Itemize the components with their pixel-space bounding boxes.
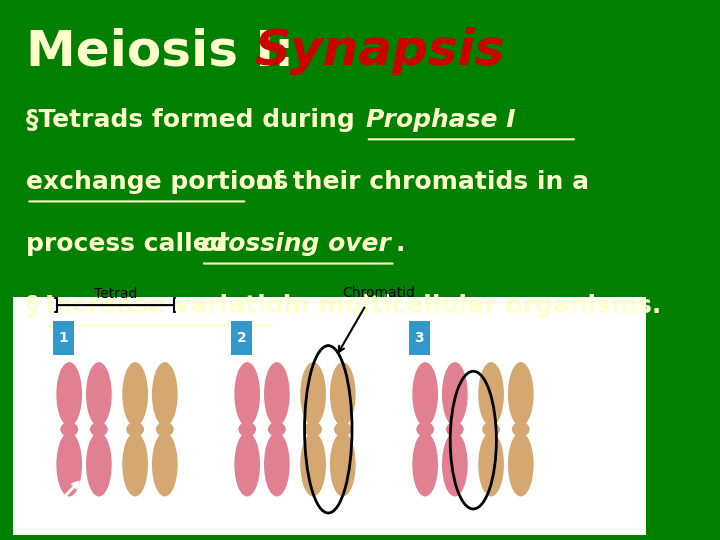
Text: of their chromatids in a: of their chromatids in a [247,170,589,194]
Ellipse shape [86,433,112,496]
Text: Prophase I: Prophase I [366,108,516,132]
Text: .: . [395,232,405,256]
Text: Increase variation: Increase variation [45,294,301,318]
FancyBboxPatch shape [409,321,430,355]
Text: exchange portions: exchange portions [27,170,289,194]
Ellipse shape [330,433,356,496]
Ellipse shape [234,362,260,426]
Ellipse shape [446,422,464,436]
Ellipse shape [305,422,322,436]
Ellipse shape [122,362,148,426]
FancyBboxPatch shape [230,321,252,355]
Ellipse shape [56,362,82,426]
Ellipse shape [234,433,260,496]
Ellipse shape [122,433,148,496]
Ellipse shape [264,362,289,426]
Ellipse shape [478,362,504,426]
Ellipse shape [56,433,82,496]
Ellipse shape [512,422,530,436]
Ellipse shape [152,362,178,426]
Ellipse shape [413,362,438,426]
Ellipse shape [478,433,504,496]
Text: crossing over: crossing over [201,232,391,256]
Text: Synapsis: Synapsis [253,27,504,75]
FancyBboxPatch shape [53,321,74,355]
Text: §Tetrads formed during: §Tetrads formed during [27,108,364,132]
Text: Allele: Allele [45,504,93,519]
Ellipse shape [152,433,178,496]
Ellipse shape [90,422,108,436]
Text: Tetrad: Tetrad [94,287,137,301]
Ellipse shape [413,433,438,496]
Ellipse shape [508,362,534,426]
Ellipse shape [60,422,78,436]
Ellipse shape [508,433,534,496]
Ellipse shape [482,422,500,436]
Ellipse shape [264,433,289,496]
Ellipse shape [238,422,256,436]
Ellipse shape [268,422,286,436]
Ellipse shape [330,362,356,426]
Ellipse shape [334,422,351,436]
Ellipse shape [156,422,174,436]
Ellipse shape [300,433,326,496]
Ellipse shape [416,422,434,436]
Ellipse shape [442,433,468,496]
Text: in multicellular organisms.: in multicellular organisms. [274,294,661,318]
Text: process called: process called [27,232,237,256]
Text: 3: 3 [415,331,424,345]
FancyBboxPatch shape [13,297,646,535]
Text: 1: 1 [58,331,68,345]
Ellipse shape [300,362,326,426]
Text: Chromatid: Chromatid [343,286,415,300]
Text: Meiosis I:: Meiosis I: [27,27,312,75]
Text: 2: 2 [236,331,246,345]
Ellipse shape [442,362,468,426]
Text: §: § [27,294,39,318]
Ellipse shape [126,422,144,436]
Ellipse shape [86,362,112,426]
